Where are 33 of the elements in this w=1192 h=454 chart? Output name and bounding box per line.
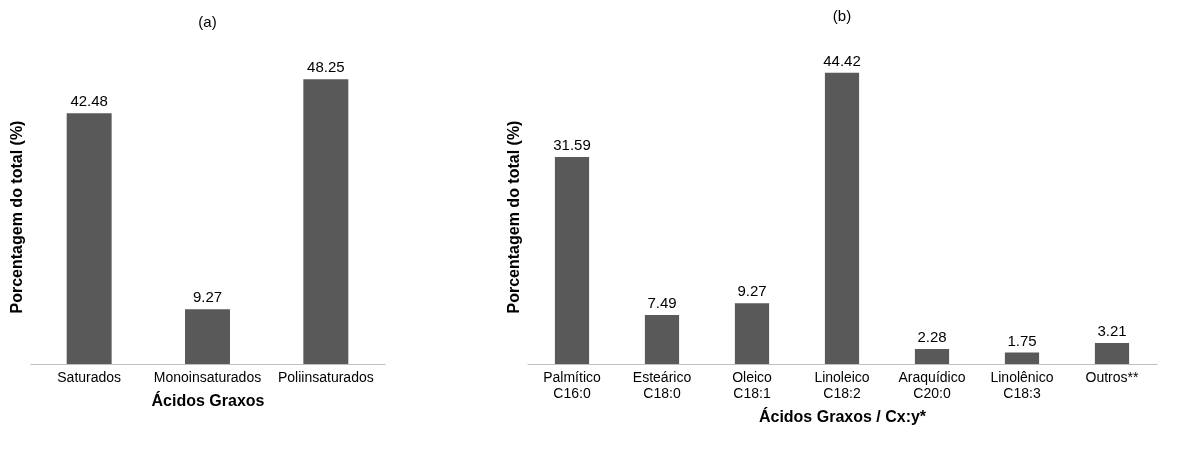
x-tick-label: Araquídico C20:0	[898, 368, 966, 401]
bar	[1004, 352, 1040, 364]
bar	[554, 156, 590, 364]
bar	[914, 349, 950, 364]
x-tick-label: Saturados	[57, 368, 122, 385]
data-label: 9.27	[192, 288, 223, 306]
x-tick-label: Oleico C18:1	[732, 368, 773, 401]
data-label: 42.48	[70, 92, 108, 110]
x-tick-label: Outros**	[1085, 368, 1139, 385]
chart-title: (a)	[198, 13, 217, 31]
data-label: 7.49	[647, 293, 677, 311]
y-axis-title: Porcentagem do total (%)	[7, 120, 25, 314]
data-label: 9.27	[737, 282, 767, 300]
data-label: 1.75	[1007, 331, 1037, 349]
data-label: 2.28	[917, 328, 947, 346]
x-tick-label: Linolênico C18:3	[990, 368, 1054, 401]
x-tick-label: Monoinsaturados	[153, 368, 262, 385]
bar	[644, 314, 680, 364]
chart-title: (b)	[832, 6, 852, 24]
bar	[734, 303, 770, 364]
bar	[1094, 342, 1130, 364]
x-axis-title: Ácidos Graxos	[151, 390, 265, 409]
x-tick-label: Palmítico C16:0	[543, 368, 601, 401]
x-tick-label: Esteárico C18:0	[632, 368, 692, 401]
y-axis-title: Porcentagem do total (%)	[504, 120, 522, 314]
x-tick-label: Linoleico C18:2	[814, 368, 870, 401]
data-label: 31.59	[553, 135, 591, 153]
x-tick-label: Poliinsaturados	[277, 368, 374, 385]
data-label: 48.25	[307, 58, 345, 76]
data-label: 3.21	[1097, 321, 1127, 339]
bar	[824, 72, 860, 364]
x-axis-title: Ácidos Graxos / Cx:y*	[758, 406, 927, 425]
data-label: 44.42	[823, 51, 861, 69]
